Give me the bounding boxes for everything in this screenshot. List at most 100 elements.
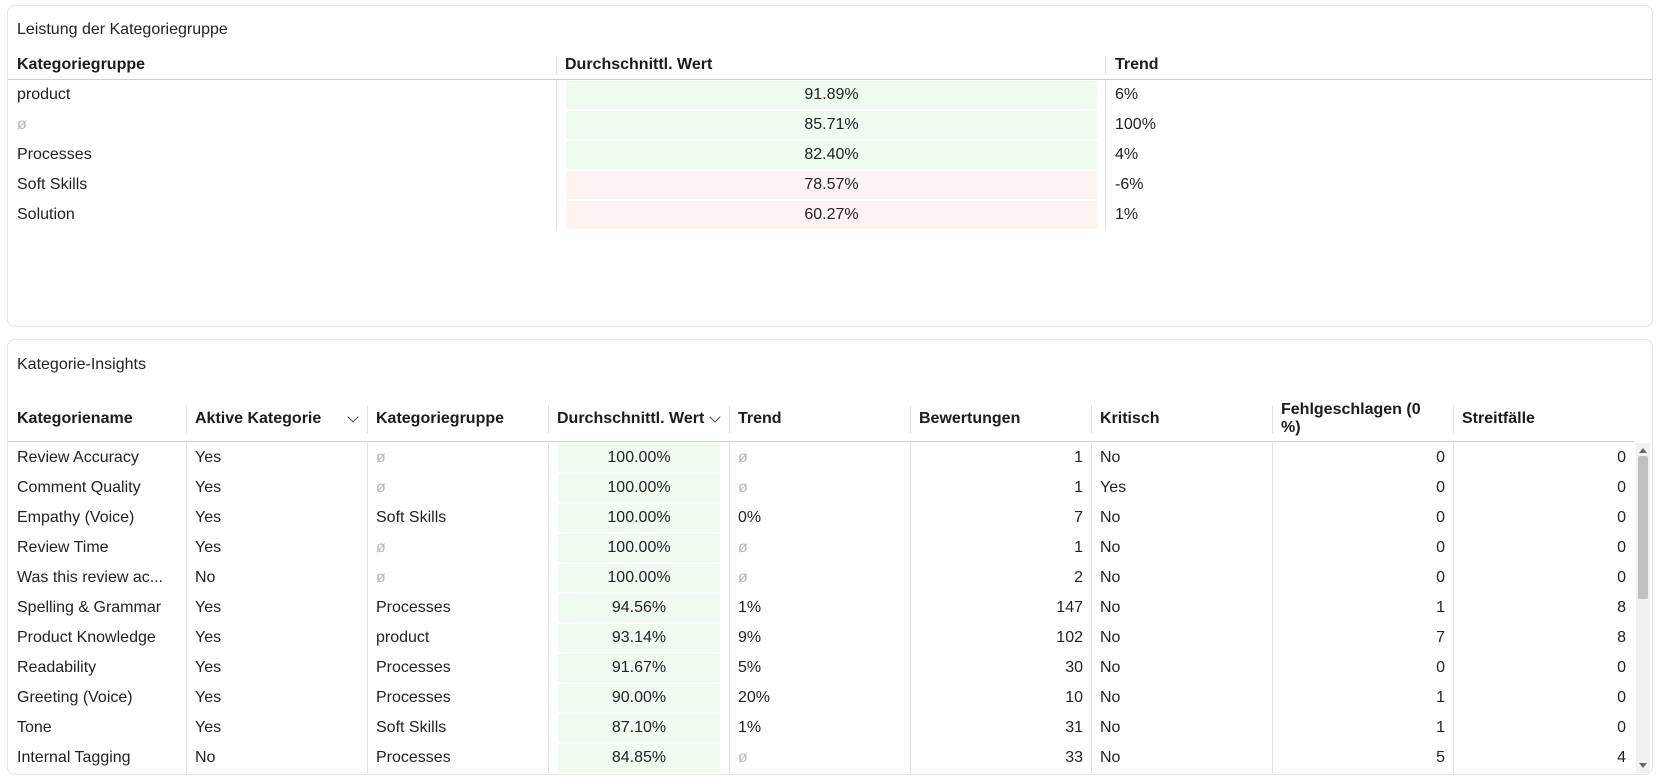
- avg-value: 100.00%: [558, 564, 720, 592]
- failed-value: 1: [1436, 599, 1445, 616]
- vertical-scrollbar[interactable]: [1636, 443, 1650, 773]
- column-header-active[interactable]: Aktive Kategorie: [186, 404, 367, 433]
- critical-value: No: [1100, 689, 1121, 706]
- column-header-group[interactable]: Kategoriegruppe: [367, 404, 548, 433]
- cell-group: ø: [367, 533, 548, 563]
- header-label: Kategoriegruppe: [376, 409, 505, 427]
- group-value: ø: [376, 449, 386, 466]
- cell-group: Solution: [8, 200, 556, 230]
- header-label: Streitfälle: [1462, 409, 1535, 427]
- table-row[interactable]: Readability Yes Processes 91.67% 5% 30 No 0 0: [8, 653, 1634, 683]
- cell-failed: 5: [1272, 743, 1453, 773]
- table-row[interactable]: product 91.89% 6%: [8, 80, 1652, 110]
- table-row[interactable]: Greeting (Voice) Yes Processes 90.00% 20% 10 N…: [8, 683, 1634, 713]
- avg-value: 87.10%: [558, 714, 720, 742]
- reviews-value: 1: [1074, 539, 1083, 556]
- table-body: product 91.89% 6% ø 85.71% 100% Processes 82.40…: [8, 80, 1652, 230]
- column-header-disputes[interactable]: Streitfälle: [1453, 404, 1634, 433]
- avg-value: 91.89%: [566, 81, 1097, 109]
- table-row[interactable]: Was this review ac... No ø 100.00% ø 2 No 0 0: [8, 563, 1634, 593]
- column-header-name[interactable]: Kategoriename: [8, 405, 186, 433]
- cell-trend: ø: [729, 473, 910, 503]
- header-label: Kritisch: [1100, 409, 1160, 427]
- failed-value: 1: [1436, 719, 1445, 736]
- cell-name: Review Accuracy: [8, 443, 186, 473]
- cell-trend: 6%: [1105, 80, 1652, 110]
- arrow-down-icon[interactable]: [1639, 763, 1647, 768]
- disputes-value: 0: [1617, 659, 1626, 676]
- critical-value: No: [1100, 569, 1121, 586]
- table-row[interactable]: Empathy (Voice) Yes Soft Skills 100.00% 0% 7 N…: [8, 503, 1634, 533]
- column-header-trend[interactable]: Trend: [729, 404, 910, 433]
- table-row[interactable]: Spelling & Grammar Yes Processes 94.56% 1% 14…: [8, 593, 1634, 623]
- cell-active: Yes: [186, 593, 367, 623]
- arrow-up-icon[interactable]: [1639, 448, 1647, 453]
- cell-name: Greeting (Voice): [8, 683, 186, 713]
- failed-value: 1: [1436, 689, 1445, 706]
- chevron-down-icon[interactable]: [347, 410, 359, 423]
- cell-avg: 93.14%: [548, 623, 729, 653]
- cell-avg: 100.00%: [548, 443, 729, 473]
- avg-value: 60.27%: [566, 201, 1097, 229]
- table-row[interactable]: Review Time Yes ø 100.00% ø 1 No 0 0: [8, 533, 1634, 563]
- cell-avg: 78.57%: [556, 170, 1105, 200]
- failed-value: 0: [1436, 479, 1445, 496]
- disputes-value: 4: [1617, 749, 1626, 766]
- table-row[interactable]: Solution 60.27% 1%: [8, 200, 1652, 230]
- cell-disputes: 0: [1453, 443, 1634, 473]
- cell-group: ø: [367, 563, 548, 593]
- cell-group: Processes: [8, 140, 556, 170]
- column-header-group[interactable]: Kategoriegruppe: [17, 56, 146, 73]
- avg-value: 78.57%: [566, 171, 1097, 199]
- table-row[interactable]: Internal Tagging No Processes 84.85% ø 33 No 5 4: [8, 743, 1634, 773]
- cell-failed: 0: [1272, 653, 1453, 683]
- trend-value: 9%: [738, 629, 762, 646]
- disputes-value: 0: [1617, 689, 1626, 706]
- table-row[interactable]: Tone Yes Soft Skills 87.10% 1% 31 No 1 0: [8, 713, 1634, 743]
- cell-avg: 100.00%: [548, 563, 729, 593]
- column-header-avg[interactable]: Durchschnittl. Wert: [548, 404, 729, 433]
- avg-value: 100.00%: [558, 534, 720, 562]
- cell-group: ø: [367, 443, 548, 473]
- table-row[interactable]: Review Accuracy Yes ø 100.00% ø 1 No 0 0: [8, 443, 1634, 473]
- cell-name: Product Knowledge: [8, 623, 186, 653]
- scroll-thumb[interactable]: [1638, 456, 1648, 599]
- cell-critical: No: [1091, 563, 1272, 593]
- active-value: No: [195, 749, 216, 766]
- column-header-avg[interactable]: Durchschnittl. Wert: [556, 56, 1105, 74]
- column-header-critical[interactable]: Kritisch: [1091, 404, 1272, 433]
- cell-reviews: 1: [910, 533, 1091, 563]
- cell-avg: 87.10%: [548, 713, 729, 743]
- cell-avg: 94.56%: [548, 593, 729, 623]
- trend-value: ø: [738, 479, 748, 496]
- group-value: Processes: [376, 689, 451, 706]
- avg-value: 85.71%: [566, 111, 1097, 139]
- cell-reviews: 33: [910, 743, 1091, 773]
- cell-name: Review Time: [8, 533, 186, 563]
- disputes-value: 0: [1617, 449, 1626, 466]
- column-header-reviews[interactable]: Bewertungen: [910, 404, 1091, 433]
- group-value: product: [376, 629, 430, 646]
- cell-name: Comment Quality: [8, 473, 186, 503]
- disputes-value: 0: [1617, 539, 1626, 556]
- cell-trend: ø: [729, 743, 910, 773]
- column-header-trend[interactable]: Trend: [1105, 56, 1652, 74]
- table-row[interactable]: Comment Quality Yes ø 100.00% ø 1 Yes 0 0: [8, 473, 1634, 503]
- header-label: Kategoriename: [17, 409, 133, 427]
- chevron-down-icon[interactable]: [709, 410, 721, 423]
- cell-reviews: 30: [910, 653, 1091, 683]
- column-header-failed[interactable]: Fehlgeschlagen (0 %): [1272, 401, 1453, 436]
- group-label: product: [17, 86, 71, 103]
- panel-title: Kategorie-Insights: [17, 356, 146, 373]
- reviews-value: 10: [1065, 689, 1083, 706]
- name-value: Empathy (Voice): [17, 509, 135, 526]
- cell-name: Spelling & Grammar: [8, 593, 186, 623]
- cell-critical: No: [1091, 533, 1272, 563]
- table-row[interactable]: Soft Skills 78.57% -6%: [8, 170, 1652, 200]
- table-row[interactable]: Product Knowledge Yes product 93.14% 9% 102 No…: [8, 623, 1634, 653]
- table-row[interactable]: ø 85.71% 100%: [8, 110, 1652, 140]
- table-row[interactable]: Processes 82.40% 4%: [8, 140, 1652, 170]
- reviews-value: 7: [1074, 509, 1083, 526]
- disputes-value: 0: [1617, 509, 1626, 526]
- name-value: Product Knowledge: [17, 629, 156, 646]
